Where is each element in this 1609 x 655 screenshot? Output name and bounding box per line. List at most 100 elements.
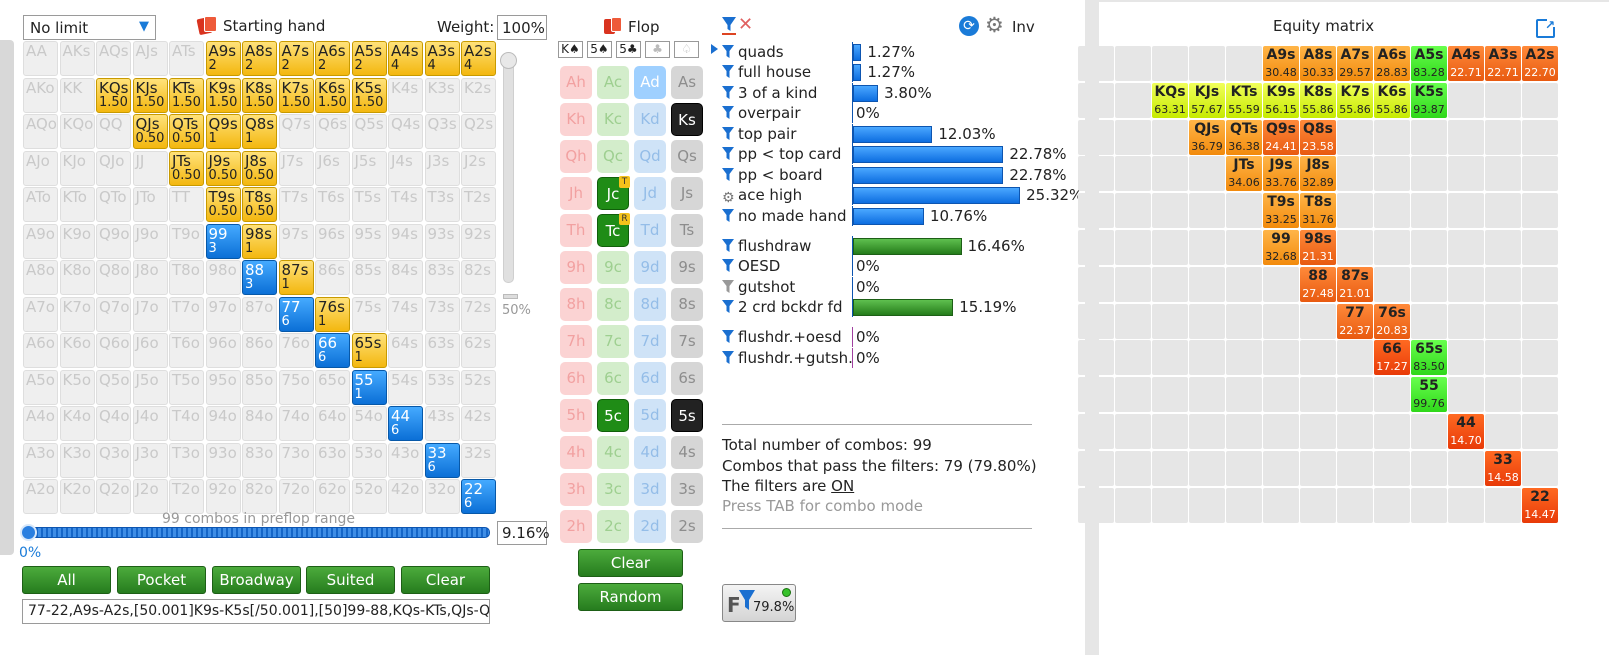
hand-cell-K9o[interactable]: K9o <box>59 223 95 259</box>
hand-cell-92o[interactable]: 92o <box>205 479 241 514</box>
hand-cell-KTo[interactable]: KTo <box>59 187 95 222</box>
card-6c[interactable]: 6c <box>597 362 629 395</box>
board-slot-4[interactable]: ♤ <box>674 41 699 58</box>
hand-cell-64s[interactable]: 64s <box>388 333 423 368</box>
equity-cell[interactable]: 66 17.27 <box>1374 340 1410 376</box>
card-Ts[interactable]: Ts <box>671 214 703 247</box>
hand-cell-93o[interactable]: 93o <box>205 442 241 478</box>
hand-cell-96s[interactable]: 96s <box>315 223 350 259</box>
hand-cell-55[interactable]: 55 1 <box>351 369 387 405</box>
hand-cell-J6o[interactable]: J6o <box>132 333 168 368</box>
gear-icon[interactable]: ⚙ <box>722 190 735 206</box>
hand-cell-95o[interactable]: 95o <box>205 369 241 405</box>
card-8s[interactable]: 8s <box>671 288 703 321</box>
hand-cell-A4s[interactable]: A4s 4 <box>388 41 423 76</box>
hand-cell-K6s[interactable]: K6s 1.50 <box>315 77 350 113</box>
hand-cell-52s[interactable]: 52s <box>461 369 496 405</box>
card-5s[interactable]: 5s <box>671 399 703 432</box>
hand-cell-QTo[interactable]: QTo <box>96 187 131 222</box>
hand-cell-J4o[interactable]: J4o <box>132 406 168 441</box>
equity-cell[interactable]: 87s 21.01 <box>1337 266 1373 302</box>
hand-cell-98s[interactable]: 98s 1 <box>242 223 277 259</box>
filter-row-ace-high[interactable]: ⚙ ace high 25.32% <box>722 185 1083 206</box>
card-5c[interactable]: 5c <box>597 399 629 432</box>
combo-pct-input[interactable]: 9.16% <box>497 521 550 545</box>
card-2c[interactable]: 2c <box>597 510 629 543</box>
hand-cell-93s[interactable]: 93s <box>424 223 460 259</box>
hand-cell-Q8o[interactable]: Q8o <box>96 260 131 295</box>
hand-cell-AA[interactable]: AA <box>23 41 58 76</box>
hand-cell-K9s[interactable]: K9s 1.50 <box>205 77 241 113</box>
hand-cell-A2o[interactable]: A2o <box>23 479 58 514</box>
hand-cell-A8s[interactable]: A8s 2 <box>242 41 277 76</box>
equity-cell[interactable]: 76s 20.83 <box>1374 303 1410 339</box>
hand-cell-43s[interactable]: 43s <box>424 406 460 441</box>
hand-cell-ATs[interactable]: ATs <box>169 41 204 76</box>
broadway-button[interactable]: Broadway <box>212 566 301 594</box>
all-button[interactable]: All <box>22 566 111 594</box>
hand-cell-AJs[interactable]: AJs <box>132 41 168 76</box>
hand-cell-97s[interactable]: 97s <box>278 223 314 259</box>
filter-row-no-made-hand[interactable]: no made hand 10.76% <box>722 206 1042 226</box>
hand-cell-Q9s[interactable]: Q9s 1 <box>205 114 241 149</box>
equity-cell[interactable]: A8s 30.33 <box>1300 46 1336 81</box>
hand-cell-T6o[interactable]: T6o <box>169 333 204 368</box>
hand-cell-AQs[interactable]: AQs <box>96 41 131 76</box>
weight-input[interactable]: 100% <box>497 15 547 40</box>
equity-cell[interactable]: J8s 32.89 <box>1300 156 1336 192</box>
hand-cell-86o[interactable]: 86o <box>242 333 277 368</box>
card-As[interactable]: As <box>671 66 703 99</box>
hand-cell-A6s[interactable]: A6s 2 <box>315 41 350 76</box>
hand-cell-J9o[interactable]: J9o <box>132 223 168 259</box>
hand-cell-66[interactable]: 66 6 <box>315 333 350 368</box>
hand-cell-T2o[interactable]: T2o <box>169 479 204 514</box>
hand-cell-33[interactable]: 33 6 <box>424 442 460 478</box>
card-8d[interactable]: 8d <box>634 288 666 321</box>
clear-range-button[interactable]: Clear <box>401 566 490 594</box>
hand-cell-K2o[interactable]: K2o <box>59 479 95 514</box>
hand-cell-T7o[interactable]: T7o <box>169 296 204 332</box>
hand-cell-K5s[interactable]: K5s 1.50 <box>351 77 387 113</box>
hand-cell-94o[interactable]: 94o <box>205 406 241 441</box>
hand-cell-J8o[interactable]: J8o <box>132 260 168 295</box>
equity-cell[interactable]: A4s 22.71 <box>1448 46 1484 81</box>
hand-cell-85o[interactable]: 85o <box>242 369 277 405</box>
card-2d[interactable]: 2d <box>634 510 666 543</box>
hand-cell-A4o[interactable]: A4o <box>23 406 58 441</box>
hand-cell-A7s[interactable]: A7s 2 <box>278 41 314 76</box>
filter-row-oesd[interactable]: OESD 0% <box>722 256 1042 276</box>
card-Jh[interactable]: Jh <box>560 177 592 210</box>
popout-icon[interactable]: ↗ <box>1536 17 1557 38</box>
card-Tc[interactable]: Tc R <box>597 213 630 247</box>
equity-cell[interactable]: KTs 55.59 <box>1226 82 1262 118</box>
filter-funnel-icon[interactable] <box>722 208 734 222</box>
hand-cell-K7s[interactable]: K7s 1.50 <box>278 77 314 113</box>
hand-cell-K3o[interactable]: K3o <box>59 442 95 478</box>
hand-cell-JJ[interactable]: JJ <box>132 150 168 186</box>
equity-cell[interactable]: JTs 34.06 <box>1226 156 1262 192</box>
hand-cell-65s[interactable]: 65s 1 <box>351 333 387 368</box>
equity-cell[interactable]: T8s 31.76 <box>1300 193 1336 229</box>
filter-funnel-icon[interactable] <box>722 279 734 293</box>
hand-cell-A5o[interactable]: A5o <box>23 369 58 405</box>
hand-cell-QQ[interactable]: QQ <box>96 114 131 149</box>
hand-cell-T6s[interactable]: T6s <box>315 187 350 222</box>
hand-cell-53s[interactable]: 53s <box>424 369 460 405</box>
hand-cell-K8o[interactable]: K8o <box>59 260 95 295</box>
hand-cell-TT[interactable]: TT <box>169 187 204 222</box>
side-scroll[interactable] <box>0 40 14 555</box>
hand-cell-JTs[interactable]: JTs 0.50 <box>169 150 204 186</box>
card-7h[interactable]: 7h <box>560 325 592 358</box>
card-2s[interactable]: 2s <box>671 510 703 543</box>
equity-cell[interactable]: 98s 21.31 <box>1300 230 1336 265</box>
hand-cell-AKs[interactable]: AKs <box>59 41 95 76</box>
card-Qh[interactable]: Qh <box>560 140 592 173</box>
hand-cell-T5s[interactable]: T5s <box>351 187 387 222</box>
hand-cell-T7s[interactable]: T7s <box>278 187 314 222</box>
hand-cell-KJo[interactable]: KJo <box>59 150 95 186</box>
card-Ac[interactable]: Ac <box>597 66 629 99</box>
hand-cell-T9s[interactable]: T9s 0.50 <box>205 187 241 222</box>
equity-cell[interactable]: 88 27.48 <box>1300 266 1336 302</box>
board-slot-2[interactable]: 5♣ <box>616 41 641 58</box>
card-8c[interactable]: 8c <box>597 288 629 321</box>
